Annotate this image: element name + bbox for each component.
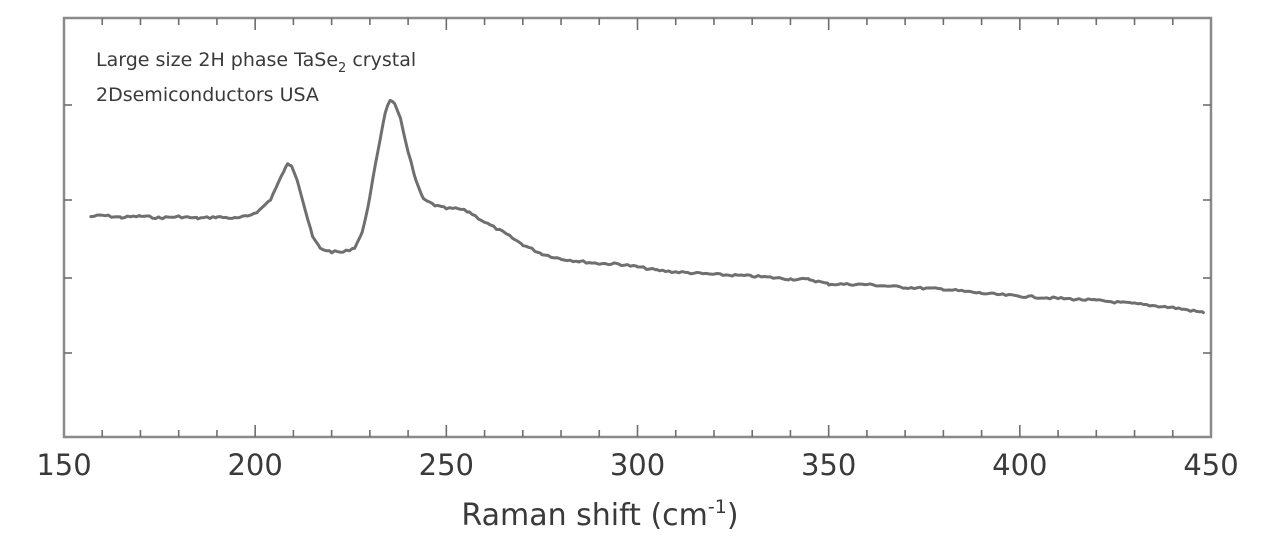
x-tick-label: 350 [801, 448, 856, 482]
tick-marks [64, 18, 1211, 437]
plot-frame [62, 16, 1213, 439]
x-tick-labels: 150 200 250 300 350 400 450 [36, 448, 1238, 482]
annotation-line-2: 2Dsemiconductors USA [96, 84, 319, 106]
x-tick-label: 300 [610, 448, 665, 482]
raman-spectrum-line [89, 98, 1205, 315]
x-tick-label: 250 [419, 448, 474, 482]
x-tick-label: 450 [1183, 448, 1238, 482]
x-axis-label: Raman shift (cm-1) [461, 496, 738, 533]
x-tick-label: 150 [36, 448, 91, 482]
x-tick-label: 400 [992, 448, 1047, 482]
x-tick-label: 200 [227, 448, 282, 482]
annotation-line-1: Large size 2H phase TaSe2 crystal [96, 49, 416, 76]
